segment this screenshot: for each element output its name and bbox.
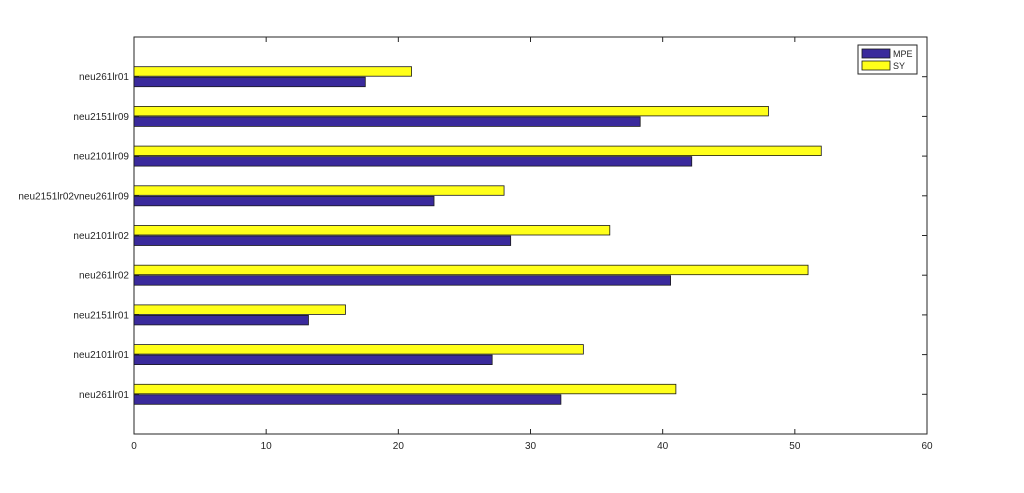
- x-tick-label-6: 60: [921, 441, 933, 452]
- bar-sy-1: [133, 383, 677, 395]
- legend-swatch-mpe: [861, 48, 891, 59]
- bar-sy-6: [133, 185, 505, 196]
- y-tick-label-4: neu261lr02: [79, 271, 129, 282]
- x-tick-label-0: 0: [131, 441, 137, 452]
- legend: MPE SY: [857, 44, 918, 75]
- bar-sy-9: [133, 66, 412, 77]
- y-tick-label-5: neu2101lr02: [73, 231, 129, 242]
- x-tick-label-4: 40: [657, 441, 669, 452]
- bar-mpe-3: [133, 314, 309, 326]
- y-tick-label-8: neu2151lr09: [73, 112, 129, 123]
- y-tick-label-2: neu2101lr01: [73, 350, 129, 361]
- x-tick-label-3: 30: [525, 441, 537, 452]
- bar-mpe-9: [133, 76, 366, 88]
- x-tick-label-1: 10: [261, 441, 273, 452]
- x-tick-label-5: 50: [789, 441, 801, 452]
- x-tick-label-2: 20: [393, 441, 405, 452]
- legend-label-sy: SY: [893, 61, 905, 71]
- bar-mpe-7: [133, 156, 693, 167]
- bar-sy-5: [133, 225, 611, 236]
- legend-swatch-sy: [861, 60, 891, 71]
- ticks-layer: neu261lr01 neu2101lr01 neu2151lr01 neu261lr…: [18, 37, 933, 452]
- bar-mpe-6: [133, 195, 435, 207]
- y-tick-label-9: neu261lr01: [79, 72, 129, 83]
- bar-sy-7: [133, 145, 822, 157]
- bar-mpe-5: [133, 235, 512, 246]
- plot-area: [133, 36, 928, 435]
- bar-mpe-8: [133, 116, 641, 127]
- bar-mpe-2: [133, 354, 493, 366]
- bar-sy-8: [133, 106, 769, 117]
- legend-label-mpe: MPE: [893, 49, 913, 59]
- y-tick-label-3: neu2151lr01: [73, 310, 129, 321]
- y-tick-label-6: neu2151lr02vneu261lr09: [18, 191, 129, 202]
- bar-mpe-1: [133, 394, 562, 405]
- y-tick-label-7: neu2101lr09: [73, 152, 129, 163]
- bar-sy-3: [133, 304, 346, 315]
- bars-layer: [133, 66, 822, 405]
- bar-mpe-4: [133, 275, 671, 286]
- bar-sy-2: [133, 344, 584, 355]
- bar-sy-4: [133, 264, 809, 276]
- y-tick-label-1: neu261lr01: [79, 390, 129, 401]
